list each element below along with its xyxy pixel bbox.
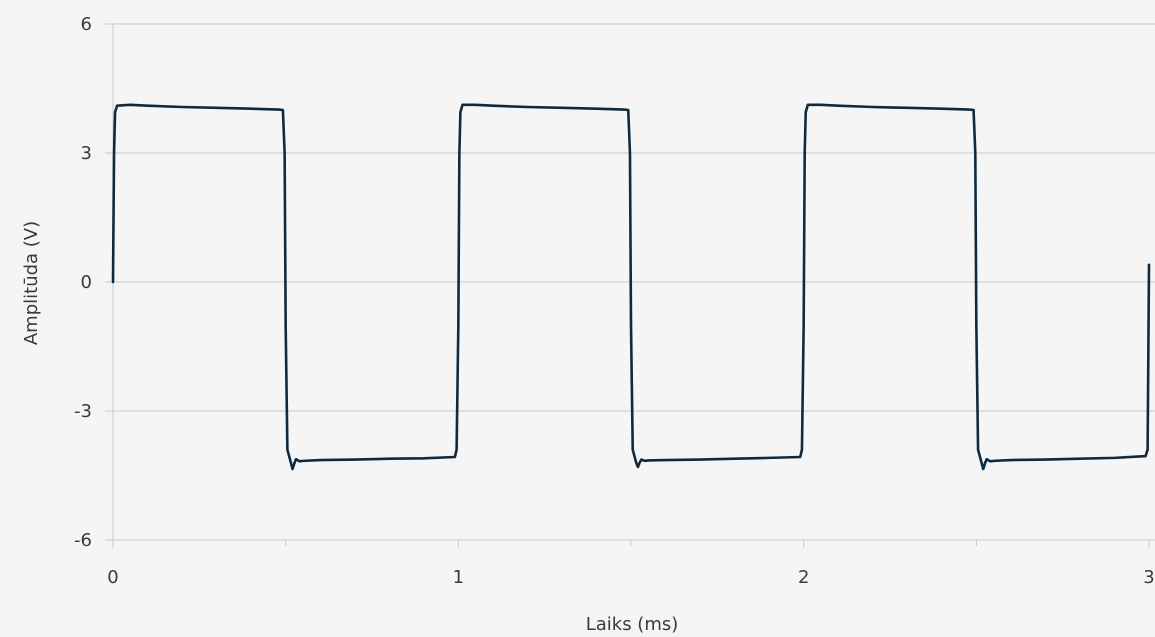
x-tick-label: 0 (107, 567, 118, 588)
y-tick-label: 0 (81, 272, 92, 293)
plot-area (111, 103, 1151, 471)
y-axis-title: Amplitūda (V) (21, 221, 42, 345)
y-tick-label: 6 (81, 14, 92, 35)
grid (113, 23, 1155, 541)
series-line-0 (111, 103, 1151, 471)
axes (105, 23, 1150, 548)
y-tick-label: -3 (74, 401, 92, 422)
x-tick-label: 3 (1143, 567, 1154, 588)
y-tick-label: 3 (81, 143, 92, 164)
tick-labels: 6 3 0 -3 -6 0 1 2 3 (74, 14, 1155, 588)
x-axis-title: Laiks (ms) (586, 614, 679, 635)
x-tick-label: 1 (453, 567, 464, 588)
x-tick-label: 2 (798, 567, 809, 588)
y-tick-label: -6 (74, 530, 92, 551)
